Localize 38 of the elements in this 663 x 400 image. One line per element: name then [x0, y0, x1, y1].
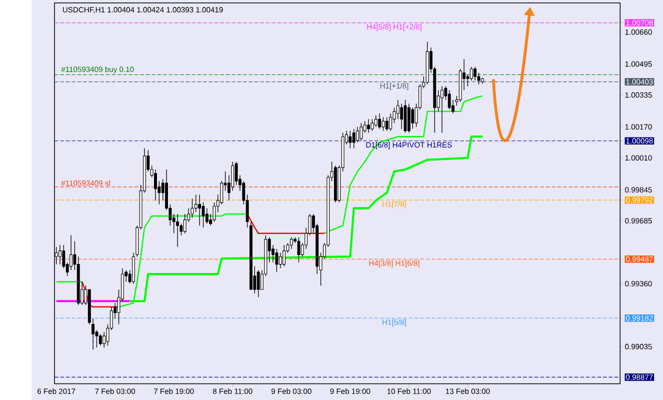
candlestick	[348, 130, 352, 149]
candlestick	[382, 116, 385, 132]
candlestick	[98, 334, 102, 346]
candlestick	[297, 236, 300, 263]
candlestick	[256, 270, 260, 298]
candlestick	[194, 194, 198, 212]
candlestick	[400, 103, 404, 130]
candlestick	[278, 252, 282, 269]
candlestick	[407, 103, 410, 134]
candlestick	[374, 114, 378, 128]
candlestick	[396, 100, 400, 120]
candlestick	[290, 236, 293, 250]
candlestick	[275, 248, 278, 272]
candlestick	[202, 202, 205, 228]
candlestick	[176, 214, 179, 248]
candlestick	[370, 118, 374, 132]
candlestick	[474, 66, 477, 81]
candlestick	[356, 126, 359, 143]
candlestick	[102, 332, 106, 348]
candlestick	[58, 244, 62, 265]
candlestick	[205, 208, 208, 224]
candlestick	[154, 169, 157, 201]
candlestick	[389, 113, 392, 132]
line-series	[324, 95, 484, 234]
candlestick	[448, 90, 451, 110]
candlestick	[385, 116, 388, 132]
candlestick	[282, 244, 286, 267]
candlestick	[352, 128, 356, 149]
candlestick	[440, 86, 444, 134]
candlestick	[190, 198, 194, 218]
candlestick	[360, 122, 363, 141]
candlestick	[378, 113, 382, 130]
candlestick	[198, 194, 202, 226]
candlestick	[411, 107, 414, 130]
candlestick	[470, 66, 473, 81]
candlestick	[70, 234, 72, 270]
candlestick	[62, 244, 66, 269]
candlestick	[367, 118, 370, 134]
